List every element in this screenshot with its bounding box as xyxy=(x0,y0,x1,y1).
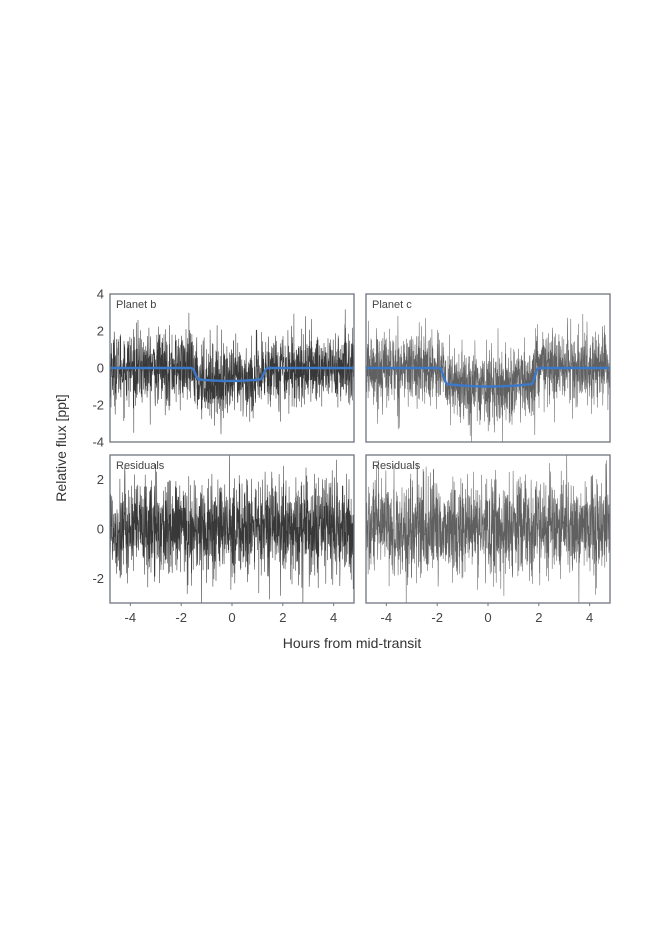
panel-top-left: Planet b 4 2 0 -2 -4 xyxy=(92,287,355,450)
x-tick-label: 2 xyxy=(279,610,286,625)
y-axis-label: Relative flux [ppt] xyxy=(53,394,69,501)
x-tick-label: 0 xyxy=(228,610,235,625)
panel-label-bottom-right: Residuals xyxy=(372,460,421,472)
panel-top-right: Planet c xyxy=(365,293,611,443)
y-tick-label: -2 xyxy=(92,571,104,586)
x-tick-label: 2 xyxy=(535,610,542,625)
data-series-top-right xyxy=(366,313,610,442)
y-tick-label: 0 xyxy=(97,361,104,376)
x-tick-label: 0 xyxy=(484,610,491,625)
panel-label-bottom-left: Residuals xyxy=(116,460,165,472)
x-tick-label: 4 xyxy=(330,610,337,625)
y-tick-label: 4 xyxy=(97,287,104,302)
y-tick-label: 2 xyxy=(97,324,104,339)
y-tick-label: -2 xyxy=(92,398,104,413)
panel-bottom-left: Residuals 2 0 -2 -4 -2 0 2 4 xyxy=(92,454,355,625)
panel-label-top-right: Planet c xyxy=(372,299,412,311)
x-tick-label: -2 xyxy=(431,610,443,625)
data-series-bottom-right xyxy=(366,455,610,603)
x-tick-label: -4 xyxy=(381,610,393,625)
x-tick-label: -4 xyxy=(125,610,137,625)
panel-bottom-right: Residuals -4 -2 0 2 4 xyxy=(365,454,611,625)
panel-frame-top-right xyxy=(365,293,611,443)
x-tick-label: 4 xyxy=(586,610,593,625)
model-line-top-left xyxy=(110,366,354,383)
y-tick-label: 0 xyxy=(97,522,104,537)
model-line-top-right xyxy=(366,366,610,388)
y-tick-label: 2 xyxy=(97,472,104,487)
data-series-top-left xyxy=(110,309,354,435)
data-series-bottom-left xyxy=(110,455,354,603)
panel-label-top-left: Planet b xyxy=(116,299,156,311)
x-axis-label: Hours from mid-transit xyxy=(283,635,422,651)
panel-frame-top-left xyxy=(109,293,355,443)
x-tick-label: -2 xyxy=(175,610,187,625)
panels-group: Planet b 4 2 0 -2 -4 Planet c Residuals 2 0 -2 -4 -2… xyxy=(92,287,611,625)
y-tick-label: -4 xyxy=(92,435,104,450)
